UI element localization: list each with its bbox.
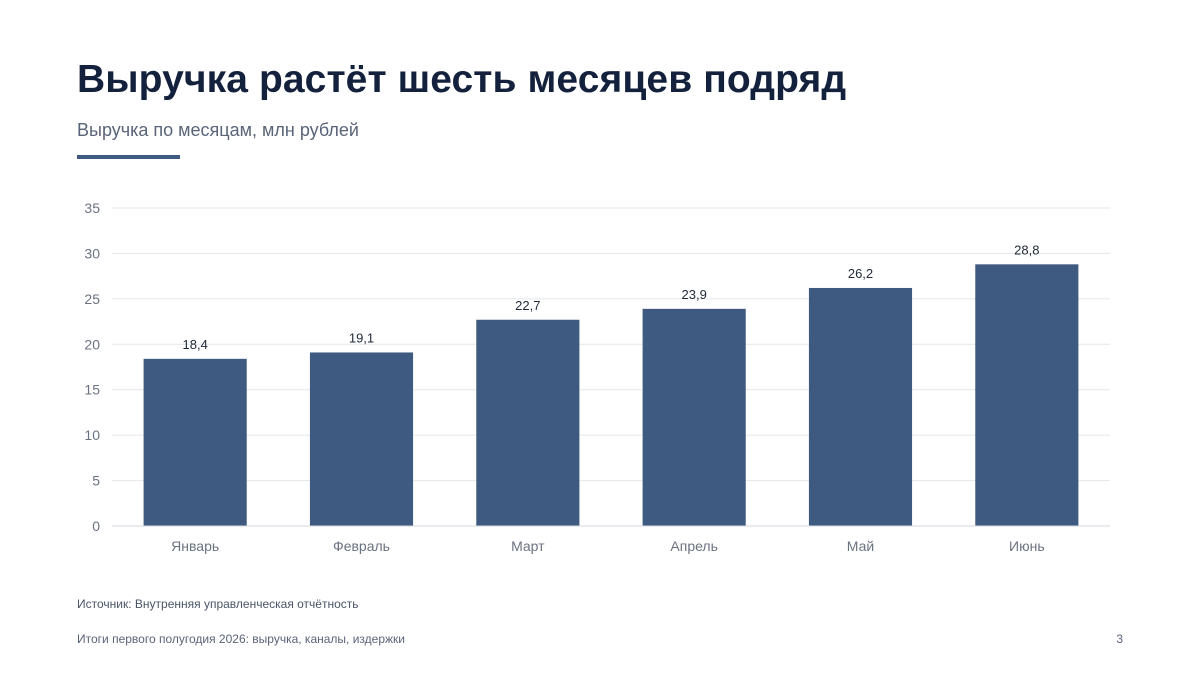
bar-value-label: 28,8: [1014, 242, 1039, 257]
title-accent-rule: [77, 155, 180, 159]
slide-subtitle: Выручка по месяцам, млн рублей: [77, 120, 359, 140]
y-tick-label: 5: [92, 473, 100, 489]
x-tick-label: Февраль: [333, 538, 390, 554]
bar: [309, 352, 414, 526]
bar: [975, 264, 1079, 526]
x-tick-label: Май: [847, 538, 874, 554]
bar: [642, 308, 746, 526]
bar: [808, 287, 913, 526]
grid-lines: [112, 207, 1110, 482]
source-note: Источник: Внутренняя управленческая отчё…: [77, 597, 359, 611]
y-tick-label: 15: [84, 382, 100, 398]
bar-value-label: 18,4: [183, 337, 208, 352]
page-number: 3: [1116, 632, 1123, 646]
x-tick-label: Март: [511, 538, 545, 554]
bar-value-label: 19,1: [349, 330, 374, 345]
slide-title: Выручка растёт шесть месяцев подряд: [77, 58, 847, 101]
y-tick-label: 0: [92, 518, 100, 534]
bar-value-label: 22,7: [515, 298, 540, 313]
footer-text: Итоги первого полугодия 2026: выручка, к…: [77, 632, 405, 646]
y-tick-label: 25: [84, 291, 100, 307]
y-tick-label: 20: [84, 336, 100, 352]
bar-value-label: 26,2: [848, 266, 873, 281]
x-tick-label: Январь: [171, 538, 219, 554]
y-tick-label: 30: [84, 245, 100, 261]
bars: [143, 264, 1079, 526]
bar: [143, 358, 247, 526]
x-tick-label: Апрель: [670, 538, 718, 554]
x-axis-ticks: Январь Февраль Март Апрель Май Июнь: [171, 538, 1044, 554]
bar-value-label: 23,9: [682, 287, 707, 302]
value-labels: 18,4 19,1 22,7 23,9 26,2 28,8: [183, 242, 1040, 351]
y-axis-ticks: 0 5 10 15 20 25 30 35: [84, 200, 100, 534]
bar: [476, 319, 580, 526]
y-tick-label: 35: [84, 200, 100, 216]
y-tick-label: 10: [84, 427, 100, 443]
x-tick-label: Июнь: [1009, 538, 1045, 554]
